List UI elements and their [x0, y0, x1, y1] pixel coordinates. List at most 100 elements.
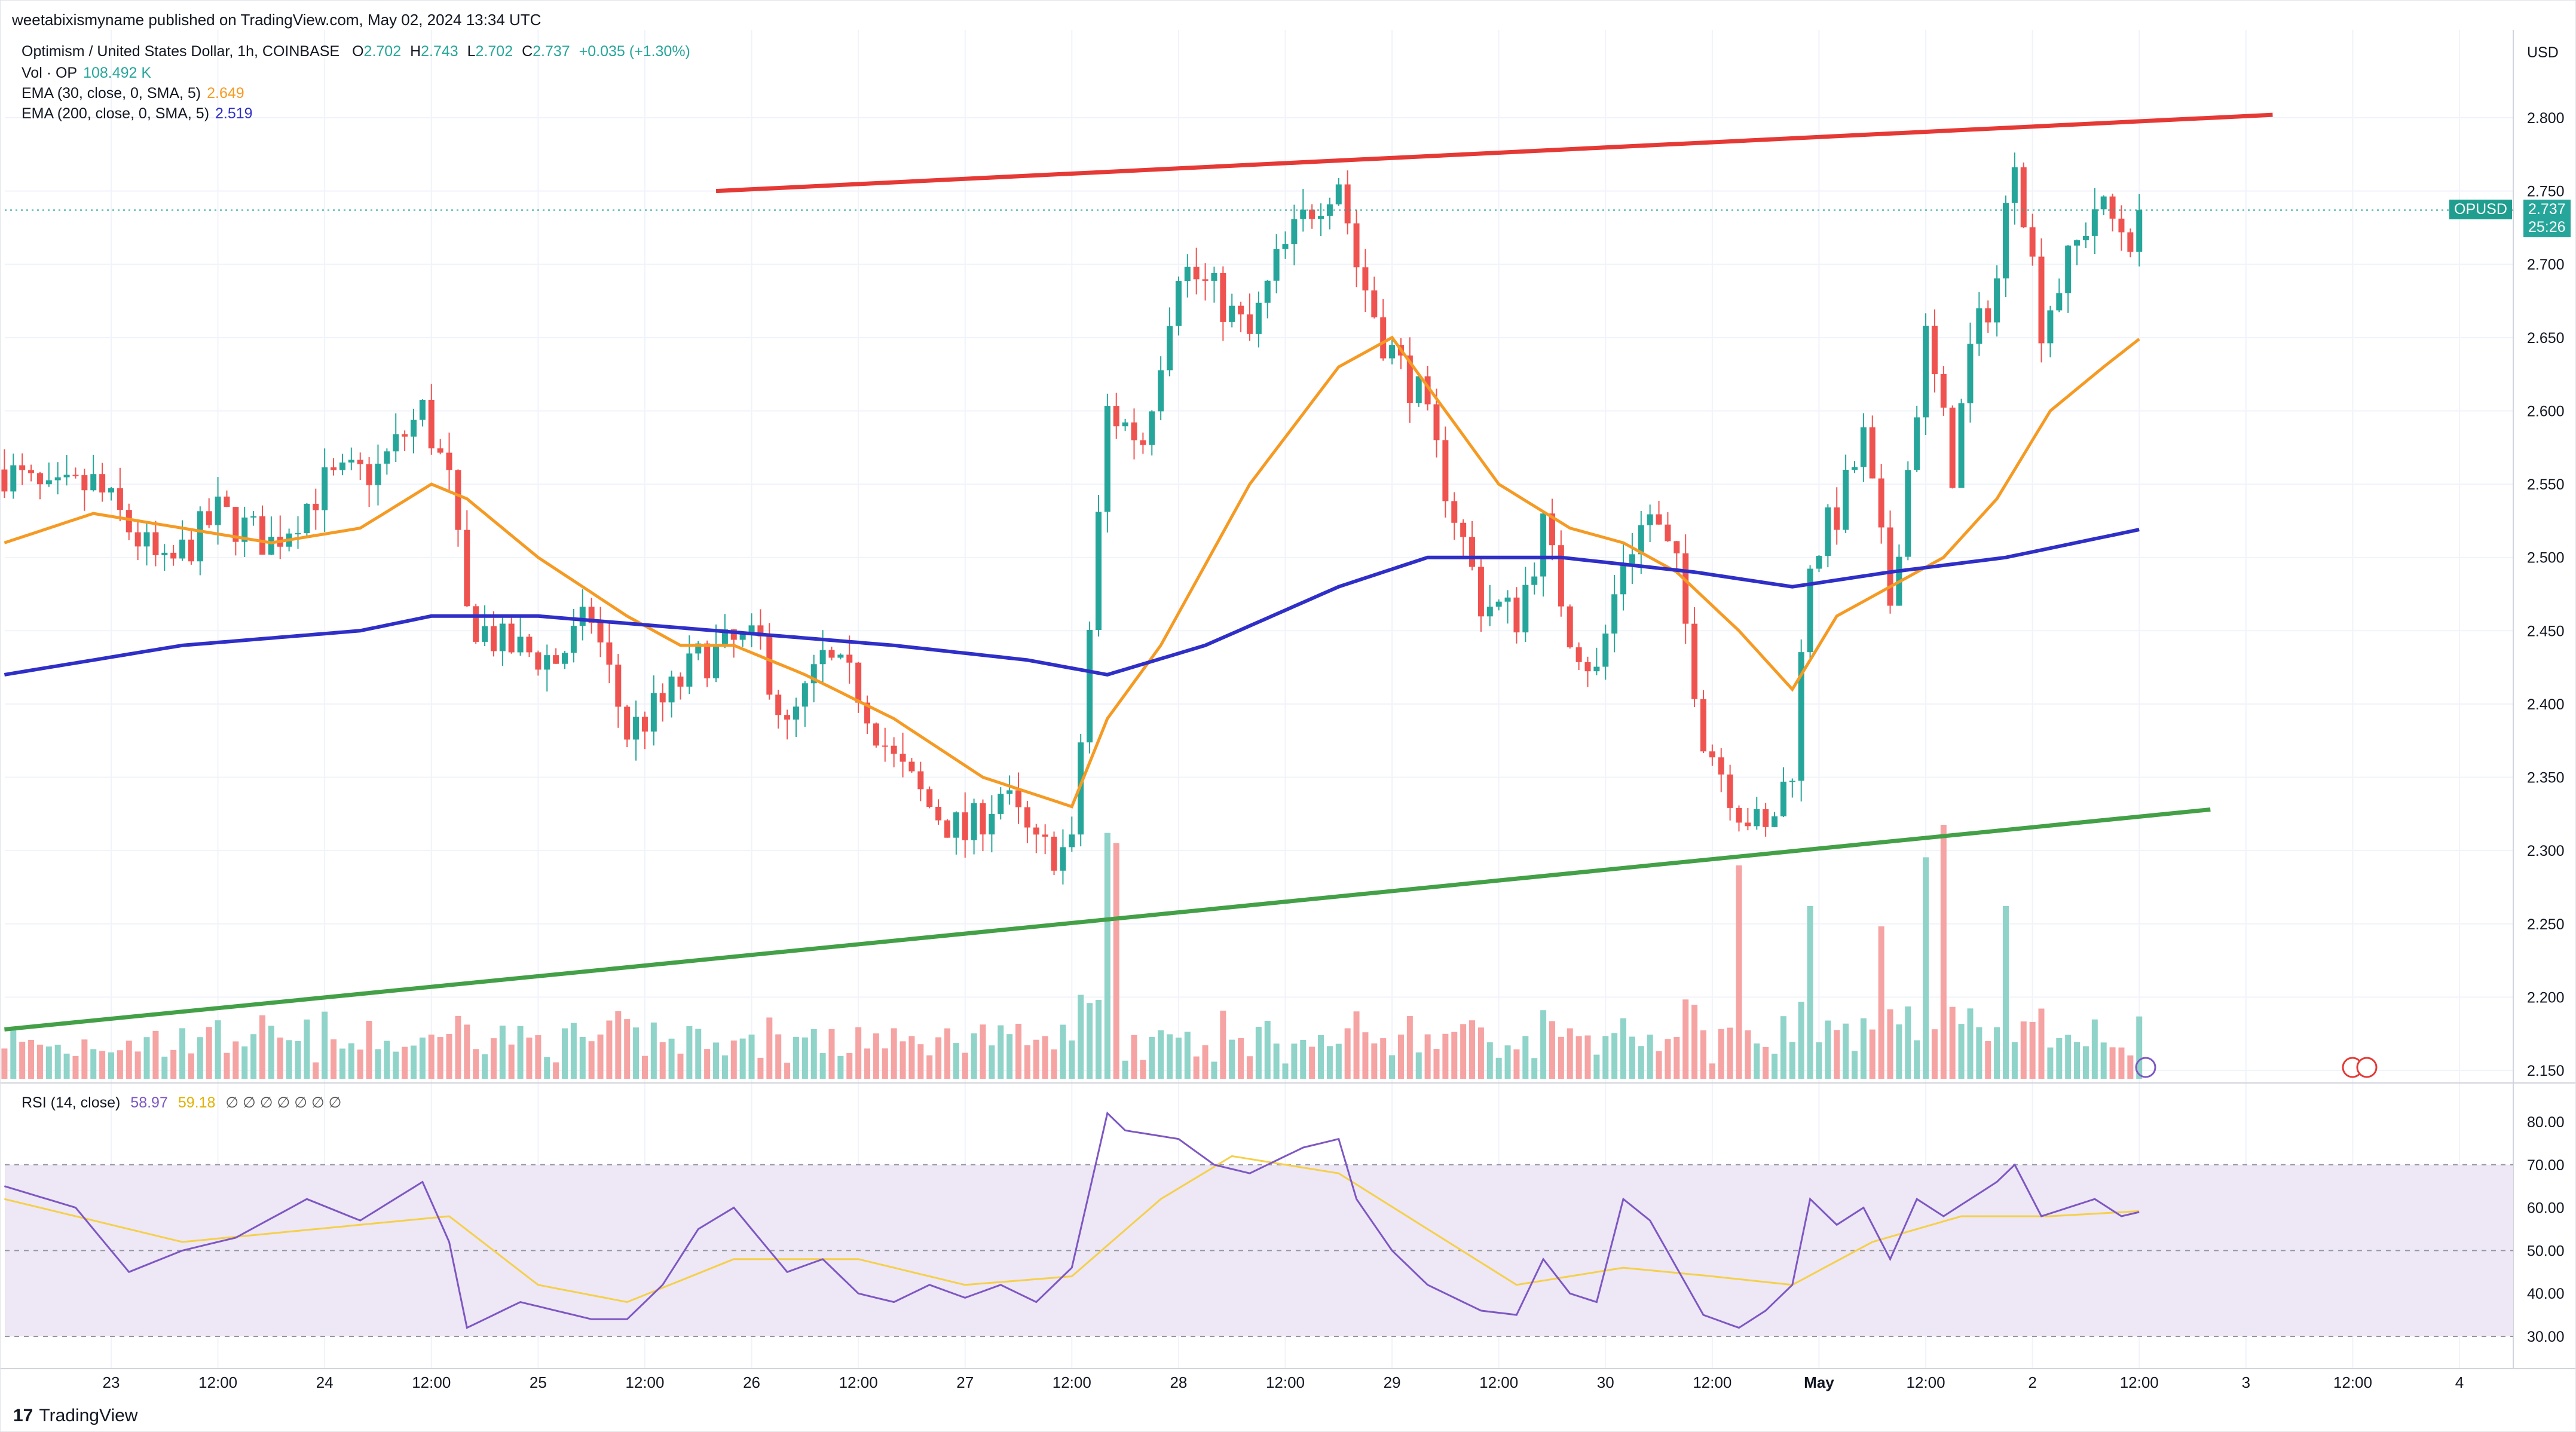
- candle-body: [1, 469, 8, 492]
- volume-bar: [1024, 1045, 1030, 1079]
- price-tick-label: 2.800: [2527, 110, 2565, 127]
- candle-body: [953, 812, 959, 838]
- volume-bar: [1638, 1046, 1644, 1079]
- candle-body: [606, 642, 613, 665]
- candle-body: [1291, 219, 1298, 244]
- volume-bar: [54, 1044, 61, 1079]
- volume-bar: [1985, 1041, 1991, 1079]
- volume-bar: [1958, 1024, 1965, 1079]
- volume-bar: [980, 1024, 986, 1079]
- volume-bar: [1140, 1060, 1146, 1079]
- candle-body: [1193, 267, 1200, 280]
- volume-bar: [650, 1022, 657, 1079]
- candle-body: [188, 539, 194, 562]
- candle-body: [1273, 249, 1280, 281]
- volume-bar: [1575, 1036, 1582, 1079]
- volume-legend[interactable]: Vol · OP 108.492 K: [22, 65, 151, 82]
- candle-body: [19, 465, 26, 470]
- volume-bar: [1335, 1044, 1342, 1079]
- volume-bar: [63, 1053, 70, 1079]
- volume-bar: [170, 1049, 177, 1079]
- volume-bar: [1878, 926, 1884, 1079]
- volume-bar: [1042, 1036, 1048, 1079]
- price-tick-label: 2.600: [2527, 403, 2565, 420]
- candle-body: [1238, 305, 1244, 315]
- volume-bar: [1078, 995, 1084, 1079]
- tradingview-brand[interactable]: 17 TradingView: [13, 1406, 137, 1426]
- candle-body: [2118, 218, 2125, 232]
- candle-body: [1264, 280, 1271, 303]
- volume-bar: [908, 1036, 915, 1079]
- ema30-legend[interactable]: EMA (30, close, 0, SMA, 5) 2.649: [22, 85, 244, 102]
- volume-bar: [2074, 1042, 2081, 1079]
- rsi-tick-label: 50.00: [2527, 1243, 2565, 1259]
- volume-bar: [1193, 1056, 1200, 1079]
- rsi-legend[interactable]: RSI (14, close) 58.97 59.18 ∅ ∅ ∅ ∅ ∅ ∅ …: [22, 1094, 341, 1112]
- volume-bar: [2011, 1042, 2018, 1079]
- candle-body: [1923, 325, 1929, 418]
- volume-bar: [1406, 1016, 1413, 1079]
- candle-body: [704, 643, 711, 678]
- candle-body: [855, 662, 862, 703]
- volume-bar: [490, 1038, 497, 1079]
- volume-bar: [1131, 1035, 1137, 1079]
- candle-body: [143, 532, 150, 547]
- candle-body: [2109, 196, 2116, 219]
- candle-body: [10, 465, 17, 492]
- volume-bar: [1211, 1061, 1217, 1079]
- time-tick-label: 26: [743, 1373, 760, 1391]
- volume-bar: [348, 1043, 354, 1079]
- volume-bar: [179, 1028, 186, 1079]
- volume-bar: [962, 1052, 968, 1079]
- currency-label[interactable]: USD: [2527, 44, 2559, 61]
- volume-bar: [1087, 1003, 1093, 1079]
- volume-bar: [828, 1029, 835, 1079]
- candle-body: [1140, 440, 1146, 445]
- candle-body: [2136, 210, 2143, 252]
- volume-bar: [517, 1026, 524, 1079]
- volume-bar: [1344, 1028, 1351, 1079]
- candle-body: [384, 451, 390, 464]
- candle-body: [1656, 514, 1662, 525]
- volume-bar: [535, 1035, 541, 1079]
- volume-bar: [1469, 1020, 1476, 1079]
- volume-bar: [428, 1035, 435, 1079]
- ema200-line[interactable]: [4, 528, 2140, 677]
- ema200-legend[interactable]: EMA (200, close, 0, SMA, 5) 2.519: [22, 105, 253, 123]
- candle-body: [126, 510, 132, 533]
- candle-body: [1584, 662, 1591, 672]
- ema30-value: 2.649: [207, 85, 244, 102]
- lightning-event-icon[interactable]: [2135, 1057, 2156, 1078]
- candle-body: [1558, 545, 1564, 607]
- volume-bar: [232, 1041, 239, 1079]
- volume-bar: [241, 1046, 248, 1079]
- candle-body: [766, 636, 773, 695]
- ema30-line[interactable]: [4, 335, 2140, 809]
- rsi-ma-line[interactable]: [4, 1155, 2140, 1304]
- candle-body: [179, 539, 186, 559]
- symbol-legend[interactable]: Optimism / United States Dollar, 1h, COI…: [22, 43, 690, 60]
- rsi-line[interactable]: [4, 1111, 2140, 1329]
- volume-bar: [713, 1042, 720, 1079]
- volume-bar: [455, 1015, 461, 1079]
- volume-bar: [641, 1055, 648, 1079]
- candle-body: [1567, 606, 1573, 648]
- candle-body: [1380, 317, 1387, 359]
- candle-body: [624, 706, 631, 740]
- candle-body: [446, 452, 452, 470]
- candle-body: [1504, 597, 1511, 602]
- candle-body: [339, 462, 345, 470]
- volume-bar: [1006, 1034, 1013, 1079]
- candle-body: [1167, 326, 1173, 371]
- candle-body: [2065, 245, 2072, 293]
- ema200-value: 2.519: [215, 105, 253, 122]
- volume-bar: [998, 1025, 1004, 1079]
- volume-bar: [1549, 1021, 1555, 1079]
- volume-bar: [322, 1011, 328, 1079]
- volume-bar: [206, 1027, 212, 1079]
- resistance-trendline[interactable]: [715, 112, 2273, 194]
- volume-bar: [1931, 1029, 1938, 1079]
- support-trendline[interactable]: [4, 807, 2211, 1032]
- us-flag-event-icon[interactable]: [2356, 1057, 2378, 1078]
